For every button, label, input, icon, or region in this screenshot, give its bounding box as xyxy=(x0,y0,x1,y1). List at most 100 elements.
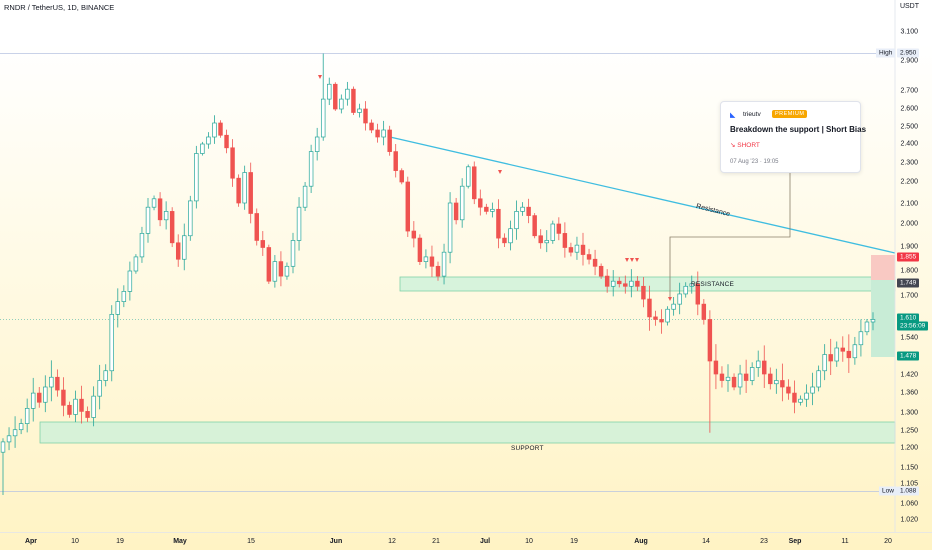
y-tick: 1.300 xyxy=(900,409,918,417)
candle-down xyxy=(224,134,229,149)
x-tick: Jun xyxy=(329,538,343,545)
candle-down xyxy=(635,280,640,287)
x-tick: 12 xyxy=(388,538,396,545)
candle-up xyxy=(822,354,827,372)
candle-up xyxy=(737,373,743,388)
symbol-title[interactable]: RNDR / TetherUS, 1D, BINANCE xyxy=(4,3,115,12)
candle-down xyxy=(641,285,646,300)
candle-down xyxy=(67,404,72,415)
x-tick: 21 xyxy=(432,538,440,545)
candle-down xyxy=(580,244,586,255)
y-tick: 1.900 xyxy=(900,243,918,251)
candle-up xyxy=(725,376,731,381)
candle-up xyxy=(544,240,549,244)
candle-down xyxy=(417,237,423,262)
candle-up xyxy=(30,392,36,409)
candle-down xyxy=(37,392,42,403)
candle-down xyxy=(363,108,368,124)
candle-up xyxy=(109,314,114,372)
candle-up xyxy=(423,256,429,262)
y-tick: 1.700 xyxy=(900,292,918,300)
trade-idea-card[interactable]: ◣ trieutv PREMIUM Breakdown the support … xyxy=(720,101,866,173)
y-tick: 2.400 xyxy=(900,140,918,148)
candle-up xyxy=(574,244,580,253)
candle-down xyxy=(719,373,725,381)
candle-down xyxy=(846,350,852,359)
candle-up xyxy=(798,398,803,403)
candle-down xyxy=(623,283,628,287)
idea-direction: ↘ SHORT xyxy=(730,141,760,149)
candle-up xyxy=(206,136,211,145)
candle-down xyxy=(375,129,380,138)
candle-up xyxy=(242,172,247,204)
candle-up xyxy=(139,233,145,258)
candle-up xyxy=(689,283,694,287)
candle-up xyxy=(774,380,779,385)
candle-up xyxy=(200,143,205,154)
candle-down xyxy=(731,376,737,388)
idea-title[interactable]: Breakdown the support | Short Bias xyxy=(730,125,867,134)
candle-down xyxy=(85,411,90,418)
take-profit-zone[interactable] xyxy=(871,280,895,357)
candle-up xyxy=(290,240,296,267)
candle-up xyxy=(18,423,24,431)
candle-down xyxy=(405,181,411,232)
candle-down xyxy=(786,386,791,394)
candle-up xyxy=(296,206,302,241)
candle-down xyxy=(502,237,507,244)
low-price-tag: 1.088 xyxy=(897,486,920,496)
candle-up xyxy=(0,441,6,453)
candle-up xyxy=(345,88,350,100)
candle-down xyxy=(592,258,598,267)
candle-down xyxy=(351,88,356,113)
candle-down xyxy=(453,202,459,221)
candle-up xyxy=(133,256,139,272)
candle-up xyxy=(441,251,447,277)
candle-down xyxy=(792,392,797,403)
candle-down xyxy=(387,129,392,152)
y-tick: 1.420 xyxy=(900,371,918,379)
y-tick: 1.020 xyxy=(900,516,918,524)
signal-arrow-down xyxy=(318,75,322,79)
candle-down xyxy=(399,170,404,183)
candle-up xyxy=(182,235,187,260)
candle-down xyxy=(175,242,181,260)
y-tick: 2.700 xyxy=(900,87,918,95)
y-tick: 2.200 xyxy=(900,178,918,186)
x-tick: 11 xyxy=(841,538,849,545)
candle-down xyxy=(568,247,574,253)
candle-down xyxy=(598,265,604,277)
y-tick: 3.100 xyxy=(900,28,918,36)
stop-loss-zone[interactable] xyxy=(871,255,895,280)
candle-down xyxy=(743,373,749,381)
idea-author[interactable]: trieutv xyxy=(743,111,761,118)
candle-down xyxy=(617,280,622,285)
candle-down xyxy=(647,298,652,318)
y-tick: 1.540 xyxy=(900,334,918,342)
signal-arrow-down xyxy=(630,258,634,262)
candle-down xyxy=(236,177,241,204)
candle-up xyxy=(12,429,18,437)
candle-up xyxy=(302,185,308,208)
candle-down xyxy=(713,360,719,375)
support-zone-label: SUPPORT xyxy=(511,445,544,452)
trendline-resistance[interactable] xyxy=(389,136,896,254)
y-tick: 2.500 xyxy=(900,123,918,131)
resistance-zone[interactable] xyxy=(399,276,896,292)
candle-down xyxy=(695,283,701,305)
candle-up xyxy=(121,291,127,302)
candle-up xyxy=(459,185,465,221)
candle-down xyxy=(230,147,235,179)
candle-up xyxy=(677,293,682,305)
candle-down xyxy=(556,223,562,234)
signal-arrow-down xyxy=(668,297,672,301)
candle-down xyxy=(472,166,477,200)
y-tick: 2.300 xyxy=(900,159,918,167)
candle-up xyxy=(163,211,169,221)
y-tick: 2.100 xyxy=(900,200,918,208)
candle-up xyxy=(749,367,755,381)
support-zone[interactable] xyxy=(39,421,896,444)
candle-up xyxy=(314,136,320,152)
